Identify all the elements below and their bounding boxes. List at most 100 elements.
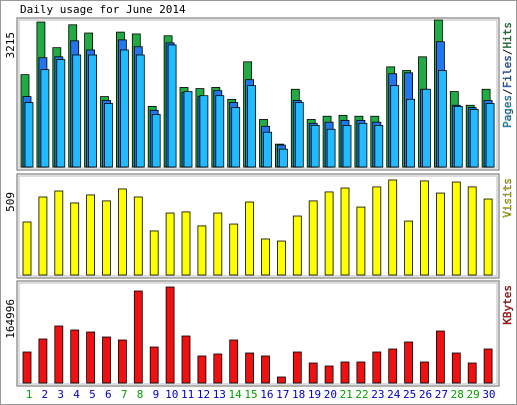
bar <box>165 286 175 384</box>
bar <box>404 341 414 384</box>
bar <box>388 348 398 384</box>
panel-inner <box>18 282 498 385</box>
x-tick-label: 25 <box>403 388 416 401</box>
bar <box>88 54 97 168</box>
bar <box>133 196 143 276</box>
x-tick-label: 22 <box>355 388 368 401</box>
bar <box>483 198 493 276</box>
x-tick-label: 28 <box>451 388 464 401</box>
bar <box>451 352 461 384</box>
bar <box>374 124 384 168</box>
bar <box>292 351 302 384</box>
x-tick-label: 9 <box>153 388 160 401</box>
bar <box>263 131 272 168</box>
bar <box>388 179 398 276</box>
bar <box>213 353 223 384</box>
bar <box>437 70 447 168</box>
legend-entry: Visits <box>501 178 514 218</box>
panel-inner <box>18 175 498 277</box>
x-tick-label: 18 <box>292 388 305 401</box>
bar <box>213 212 223 276</box>
legend-entry: Hits <box>501 22 514 49</box>
bar <box>54 325 64 384</box>
bar <box>467 362 477 384</box>
legend: Pages/Files/Hits <box>501 22 514 128</box>
bar <box>38 338 48 384</box>
bar <box>181 211 191 276</box>
bar <box>181 335 191 384</box>
bar <box>324 365 334 384</box>
legend: Visits <box>501 178 514 218</box>
bar <box>469 108 479 168</box>
bar <box>22 221 32 276</box>
bar <box>340 361 350 384</box>
bar <box>120 49 129 168</box>
bar <box>197 355 207 384</box>
bar <box>40 69 50 168</box>
bar <box>451 181 461 276</box>
bar <box>310 124 320 168</box>
bar <box>72 54 82 168</box>
bar <box>197 225 207 276</box>
x-tick-label: 4 <box>73 388 80 401</box>
bar <box>149 230 159 276</box>
bar <box>24 102 34 168</box>
x-tick-label: 8 <box>137 388 144 401</box>
x-tick-label: 1 <box>26 388 33 401</box>
bar <box>56 59 66 168</box>
bar <box>435 192 445 276</box>
bar <box>183 91 193 168</box>
bar <box>229 223 239 276</box>
x-tick-label: 29 <box>466 388 479 401</box>
bar <box>326 128 336 168</box>
bar <box>102 336 111 384</box>
bar <box>420 180 429 276</box>
bar <box>261 355 270 384</box>
bar <box>406 98 416 168</box>
bar <box>54 190 64 276</box>
bar <box>485 103 495 168</box>
bar <box>118 339 127 384</box>
bar <box>104 103 113 168</box>
bar <box>245 201 255 276</box>
bar <box>342 124 352 168</box>
x-tick-label: 12 <box>197 388 210 401</box>
bar <box>340 187 350 276</box>
y-tick-label: 164996 <box>4 299 17 339</box>
bar <box>356 206 366 276</box>
x-tick-label: 16 <box>260 388 273 401</box>
legend: KBytes <box>501 285 514 325</box>
bar <box>229 339 239 384</box>
bar <box>133 290 143 384</box>
bar <box>102 200 111 276</box>
legend-entry: Files <box>501 55 514 88</box>
bar <box>199 95 209 168</box>
panel-inner <box>18 19 498 169</box>
legend-separator: / <box>501 49 514 56</box>
panel <box>16 173 500 279</box>
bar <box>165 212 175 276</box>
bar <box>324 191 334 276</box>
x-tick-label: 19 <box>308 388 321 401</box>
bar <box>372 351 382 384</box>
bar <box>308 200 318 276</box>
bar <box>356 361 366 384</box>
bar <box>245 352 255 384</box>
x-tick-label: 15 <box>244 388 257 401</box>
x-tick-label: 14 <box>229 388 243 401</box>
bar <box>276 240 286 276</box>
legend-separator: / <box>501 88 514 95</box>
bar <box>215 95 225 168</box>
panel <box>16 280 500 387</box>
bar <box>372 186 382 276</box>
bar <box>247 85 257 168</box>
bar <box>22 351 32 384</box>
bar <box>390 85 400 168</box>
bar <box>231 107 241 168</box>
bar <box>70 329 80 384</box>
bar <box>151 114 161 168</box>
x-tick-label: 20 <box>324 388 337 401</box>
x-tick-label: 10 <box>165 388 178 401</box>
x-tick-label: 23 <box>371 388 384 401</box>
